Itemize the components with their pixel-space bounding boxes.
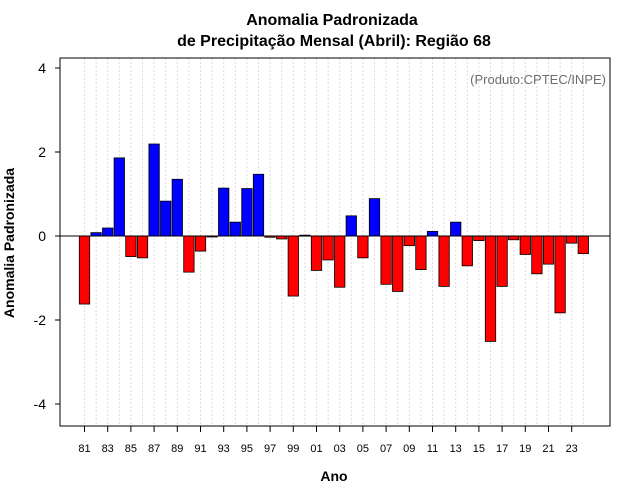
chart-subtitle: de Precipitação Mensal (Abril): Região 6… bbox=[177, 33, 491, 50]
bar-2014 bbox=[461, 235, 473, 267]
x-tick-label: 15 bbox=[473, 443, 485, 455]
y-tick-label: 0 bbox=[38, 228, 46, 244]
bar-1990 bbox=[183, 235, 195, 273]
x-tick-label: 11 bbox=[427, 443, 438, 455]
x-tick-label: 97 bbox=[264, 443, 276, 455]
x-tick-label: 03 bbox=[334, 443, 346, 455]
y-axis: 4 2 0 -2 -4 bbox=[34, 60, 60, 412]
bar-1996 bbox=[252, 173, 265, 237]
bar-2009 bbox=[403, 235, 415, 247]
y-tick-label: -2 bbox=[34, 312, 47, 328]
bar-2018 bbox=[508, 235, 520, 241]
x-tick-label: 81 bbox=[78, 443, 90, 455]
bar-1991 bbox=[194, 235, 207, 252]
x-tick-label: 87 bbox=[148, 443, 160, 455]
source-annotation: (Produto:CPTEC/INPE) bbox=[470, 72, 606, 87]
x-tick-label: 17 bbox=[496, 443, 508, 455]
x-tick-label: 01 bbox=[310, 443, 322, 455]
x-tick-label: 19 bbox=[519, 443, 531, 455]
y-tick-label: 4 bbox=[38, 60, 46, 76]
x-tick-label: 99 bbox=[287, 443, 299, 455]
bar-1994 bbox=[229, 221, 241, 237]
x-tick-label: 85 bbox=[125, 443, 137, 455]
bar-1985 bbox=[125, 235, 137, 257]
bar-1986 bbox=[136, 235, 149, 259]
x-tick-label: 91 bbox=[194, 443, 206, 455]
x-tick-label: 09 bbox=[403, 443, 415, 455]
bar-1999 bbox=[287, 235, 299, 297]
bar-2006 bbox=[368, 198, 381, 237]
bar-1984 bbox=[113, 157, 125, 237]
bar-2015 bbox=[473, 235, 485, 242]
bar-2012 bbox=[438, 235, 450, 287]
bar-2003 bbox=[334, 235, 346, 288]
bars-group bbox=[78, 143, 589, 342]
bar-1987 bbox=[148, 143, 160, 237]
bar-2007 bbox=[380, 235, 392, 285]
bar-2004 bbox=[345, 215, 357, 237]
bar-2021 bbox=[542, 235, 555, 265]
plot-frame bbox=[59, 57, 611, 427]
bar-2019 bbox=[519, 235, 531, 255]
bar-2020 bbox=[531, 235, 543, 275]
x-tick-label: 05 bbox=[357, 443, 369, 455]
bar-2024 bbox=[577, 235, 589, 255]
x-tick-label: 21 bbox=[542, 443, 554, 455]
bar-2001 bbox=[310, 235, 323, 271]
x-tick-label: 83 bbox=[102, 443, 114, 455]
x-tick-label: 89 bbox=[171, 443, 183, 455]
x-tick-label: 07 bbox=[380, 443, 392, 455]
bar-2002 bbox=[322, 235, 334, 261]
bar-2010 bbox=[415, 235, 427, 270]
bar-1995 bbox=[241, 188, 253, 237]
bar-1982 bbox=[90, 232, 102, 237]
bar-1989 bbox=[171, 178, 183, 237]
x-tick-label: 93 bbox=[218, 443, 230, 455]
bar-2022 bbox=[554, 235, 566, 314]
x-axis-title: Ano bbox=[320, 468, 347, 484]
bar-2011 bbox=[426, 230, 439, 237]
x-tick-label: 13 bbox=[450, 443, 462, 455]
bar-1988 bbox=[160, 200, 172, 237]
y-tick-label: 2 bbox=[38, 144, 46, 160]
bar-2008 bbox=[392, 235, 404, 292]
bar-2017 bbox=[496, 235, 508, 287]
bar-2013 bbox=[450, 221, 462, 237]
bar-1993 bbox=[218, 187, 230, 237]
chart-title: Anomalia Padronizada bbox=[246, 12, 418, 29]
y-axis-title: Anomalia Padronizada bbox=[1, 168, 17, 318]
bar-1981 bbox=[78, 235, 91, 305]
bar-2023 bbox=[566, 235, 578, 244]
x-tick-label: 23 bbox=[566, 443, 578, 455]
y-tick-label: -4 bbox=[34, 396, 47, 412]
bar-2005 bbox=[357, 235, 369, 259]
bar-2016 bbox=[484, 235, 497, 342]
x-tick-label: 95 bbox=[241, 443, 253, 455]
x-axis: 81 83 85 87 89 91 93 95 97 99 01 03 05 07 09 11 13 15 17 19… bbox=[78, 426, 578, 455]
bar-1983 bbox=[102, 227, 114, 237]
